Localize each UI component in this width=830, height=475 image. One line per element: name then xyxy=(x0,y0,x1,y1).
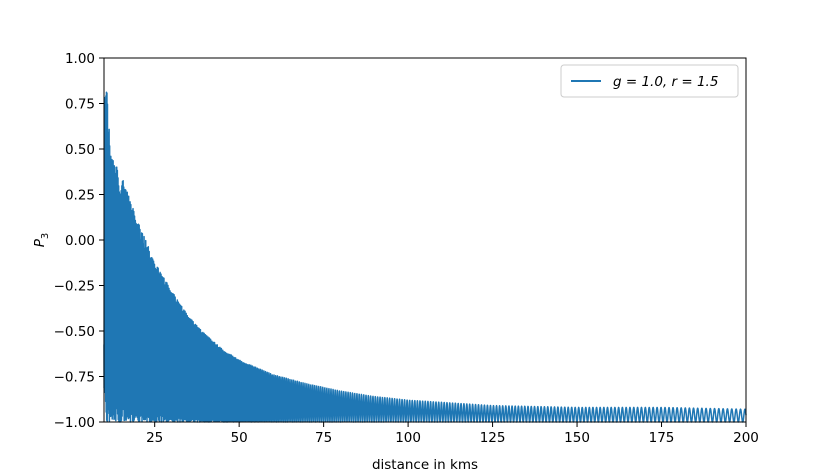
plot-layer xyxy=(103,91,747,423)
x-tick-label: 150 xyxy=(564,430,590,446)
x-axis-label: distance in kms xyxy=(372,457,478,473)
series-line xyxy=(103,91,747,423)
svg-text:P3: P3 xyxy=(32,233,51,248)
legend-box xyxy=(560,64,739,98)
x-tick-label: 100 xyxy=(395,430,421,446)
legend: g = 1.0, r = 1.5 xyxy=(560,64,739,98)
y-tick-label: 1.00 xyxy=(65,51,95,67)
y-tick-label: −0.50 xyxy=(54,324,95,340)
x-tick-label: 200 xyxy=(733,430,759,446)
x-tick-label: 175 xyxy=(649,430,675,446)
y-tick-label: −0.25 xyxy=(54,279,95,295)
y-tick-label: 0.50 xyxy=(65,142,95,158)
y-tick-label: 0.25 xyxy=(65,188,95,204)
axes-layer: 25 50 75 100 125 150 175 200 −1.00 −0.75 −0.50 −0.2… xyxy=(54,51,759,446)
y-axis-label: P3 xyxy=(32,233,51,248)
legend-label: g = 1.0, r = 1.5 xyxy=(613,74,718,90)
y-tick-label: −0.75 xyxy=(54,370,95,386)
y-tick-label: 0.00 xyxy=(65,233,95,249)
y-axis-label-subscript: 3 xyxy=(40,233,51,239)
x-tick-label: 25 xyxy=(146,430,163,446)
y-axis-label-main: P xyxy=(32,238,48,247)
x-tick-label: 50 xyxy=(231,430,248,446)
x-tick-label: 75 xyxy=(315,430,332,446)
y-tick-label: 0.75 xyxy=(65,97,95,113)
x-tick-label: 125 xyxy=(480,430,506,446)
y-tick-label: −1.00 xyxy=(54,415,95,431)
